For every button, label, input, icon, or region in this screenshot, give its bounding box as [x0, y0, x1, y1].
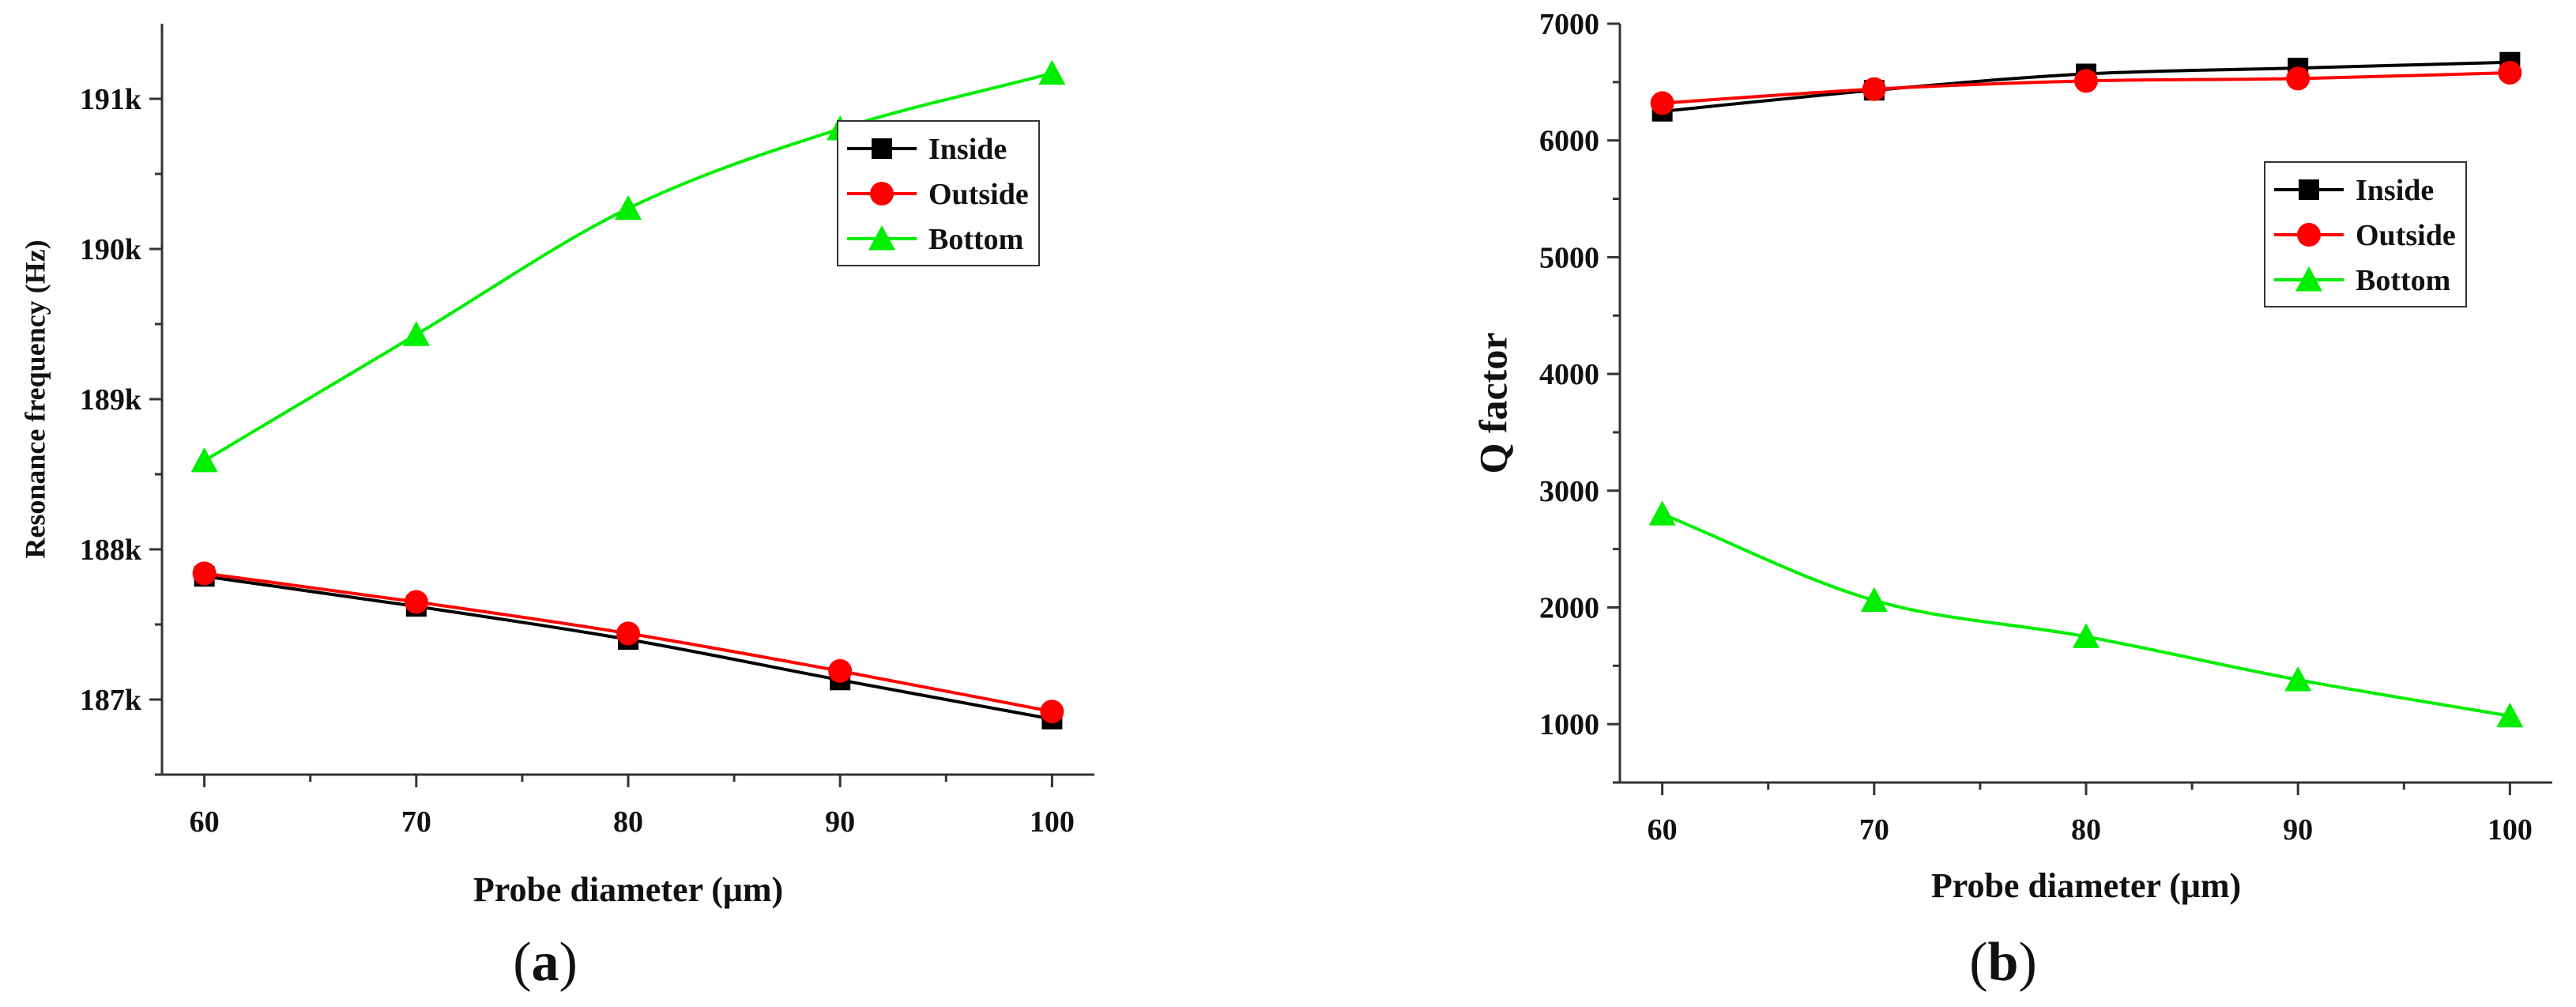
data-point	[828, 658, 853, 683]
data-point	[1038, 59, 1066, 85]
legend: Inside Outside Bottom	[2264, 161, 2467, 307]
data-point	[2284, 666, 2312, 692]
chart-panel-b: 60 70 80 90 100 1000 2000 3000 4000 5000 6000 7000 P…	[1471, 8, 2552, 993]
x-tick-label: 80	[2071, 813, 2101, 847]
y-tick-label: 3000	[1539, 475, 1599, 508]
legend-marker	[868, 225, 895, 251]
panel-label: (a)	[513, 932, 578, 993]
legend-label: Inside	[2356, 174, 2434, 207]
y-tick-label: 190k	[80, 233, 142, 266]
x-tick-label: 70	[1859, 813, 1889, 847]
x-tick-label: 60	[1648, 813, 1678, 847]
data-point	[192, 561, 217, 586]
x-tick-label: 70	[401, 805, 431, 839]
legend-label: Bottom	[2356, 264, 2450, 297]
x-tick-label: 90	[825, 805, 855, 839]
data-point	[1862, 77, 1886, 101]
y-tick-label: 188k	[80, 534, 142, 567]
series-bottom	[1648, 500, 2524, 728]
chart-panel-a: 60 70 80 90 100 187k 188k 189k 190k 191k Probe dia…	[19, 24, 1094, 993]
data-point	[2498, 61, 2522, 85]
series-outside	[192, 561, 1064, 724]
data-point	[1860, 586, 1888, 613]
data-point	[2073, 623, 2100, 648]
y-tick-label: 189k	[80, 383, 142, 417]
y-axis-title: Q factor	[1471, 332, 1515, 473]
y-tick-label: 2000	[1539, 591, 1599, 624]
series-outside	[1650, 61, 2522, 115]
x-tick-label: 100	[2487, 813, 2533, 847]
y-tick-label: 6000	[1539, 125, 1599, 158]
legend-marker	[870, 182, 894, 206]
data-point	[615, 194, 642, 221]
x-tick-label: 100	[1030, 805, 1075, 839]
data-point	[1648, 500, 1676, 526]
legend: Inside Outside Bottom	[837, 120, 1040, 266]
y-tick-label: 7000	[1539, 8, 1599, 41]
panel-label: (b)	[1969, 932, 2037, 993]
series-line	[1661, 512, 2510, 718]
legend-marker	[2295, 266, 2322, 292]
y-tick-label: 5000	[1539, 241, 1599, 274]
legend-label: Outside	[2356, 219, 2456, 252]
y-axis-title: Resonance frequency (Hz)	[19, 239, 51, 558]
legend-label: Inside	[928, 133, 1007, 166]
x-tick-label: 90	[2283, 813, 2313, 847]
legend-label: Bottom	[928, 223, 1023, 256]
data-point	[402, 321, 430, 346]
legend-label: Outside	[928, 178, 1029, 211]
data-point	[2074, 69, 2098, 93]
legend-marker	[2297, 223, 2321, 247]
x-axis-title: Probe diameter (μm)	[473, 870, 783, 909]
y-tick-label: 191k	[80, 83, 142, 116]
x-tick-label: 60	[190, 805, 220, 839]
y-tick-label: 1000	[1539, 708, 1599, 741]
y-tick-label: 4000	[1539, 358, 1599, 391]
data-point	[1040, 700, 1064, 724]
x-tick-label: 80	[613, 805, 643, 839]
y-tick-label: 187k	[80, 684, 142, 717]
data-point	[2286, 66, 2310, 91]
x-axis-title: Probe diameter (μm)	[1931, 866, 2241, 905]
data-point	[616, 621, 640, 646]
data-point	[404, 590, 428, 614]
legend-marker	[2299, 179, 2319, 200]
data-point	[2496, 702, 2524, 728]
data-point	[190, 447, 218, 473]
legend-marker	[872, 138, 892, 159]
data-point	[1650, 91, 1674, 115]
